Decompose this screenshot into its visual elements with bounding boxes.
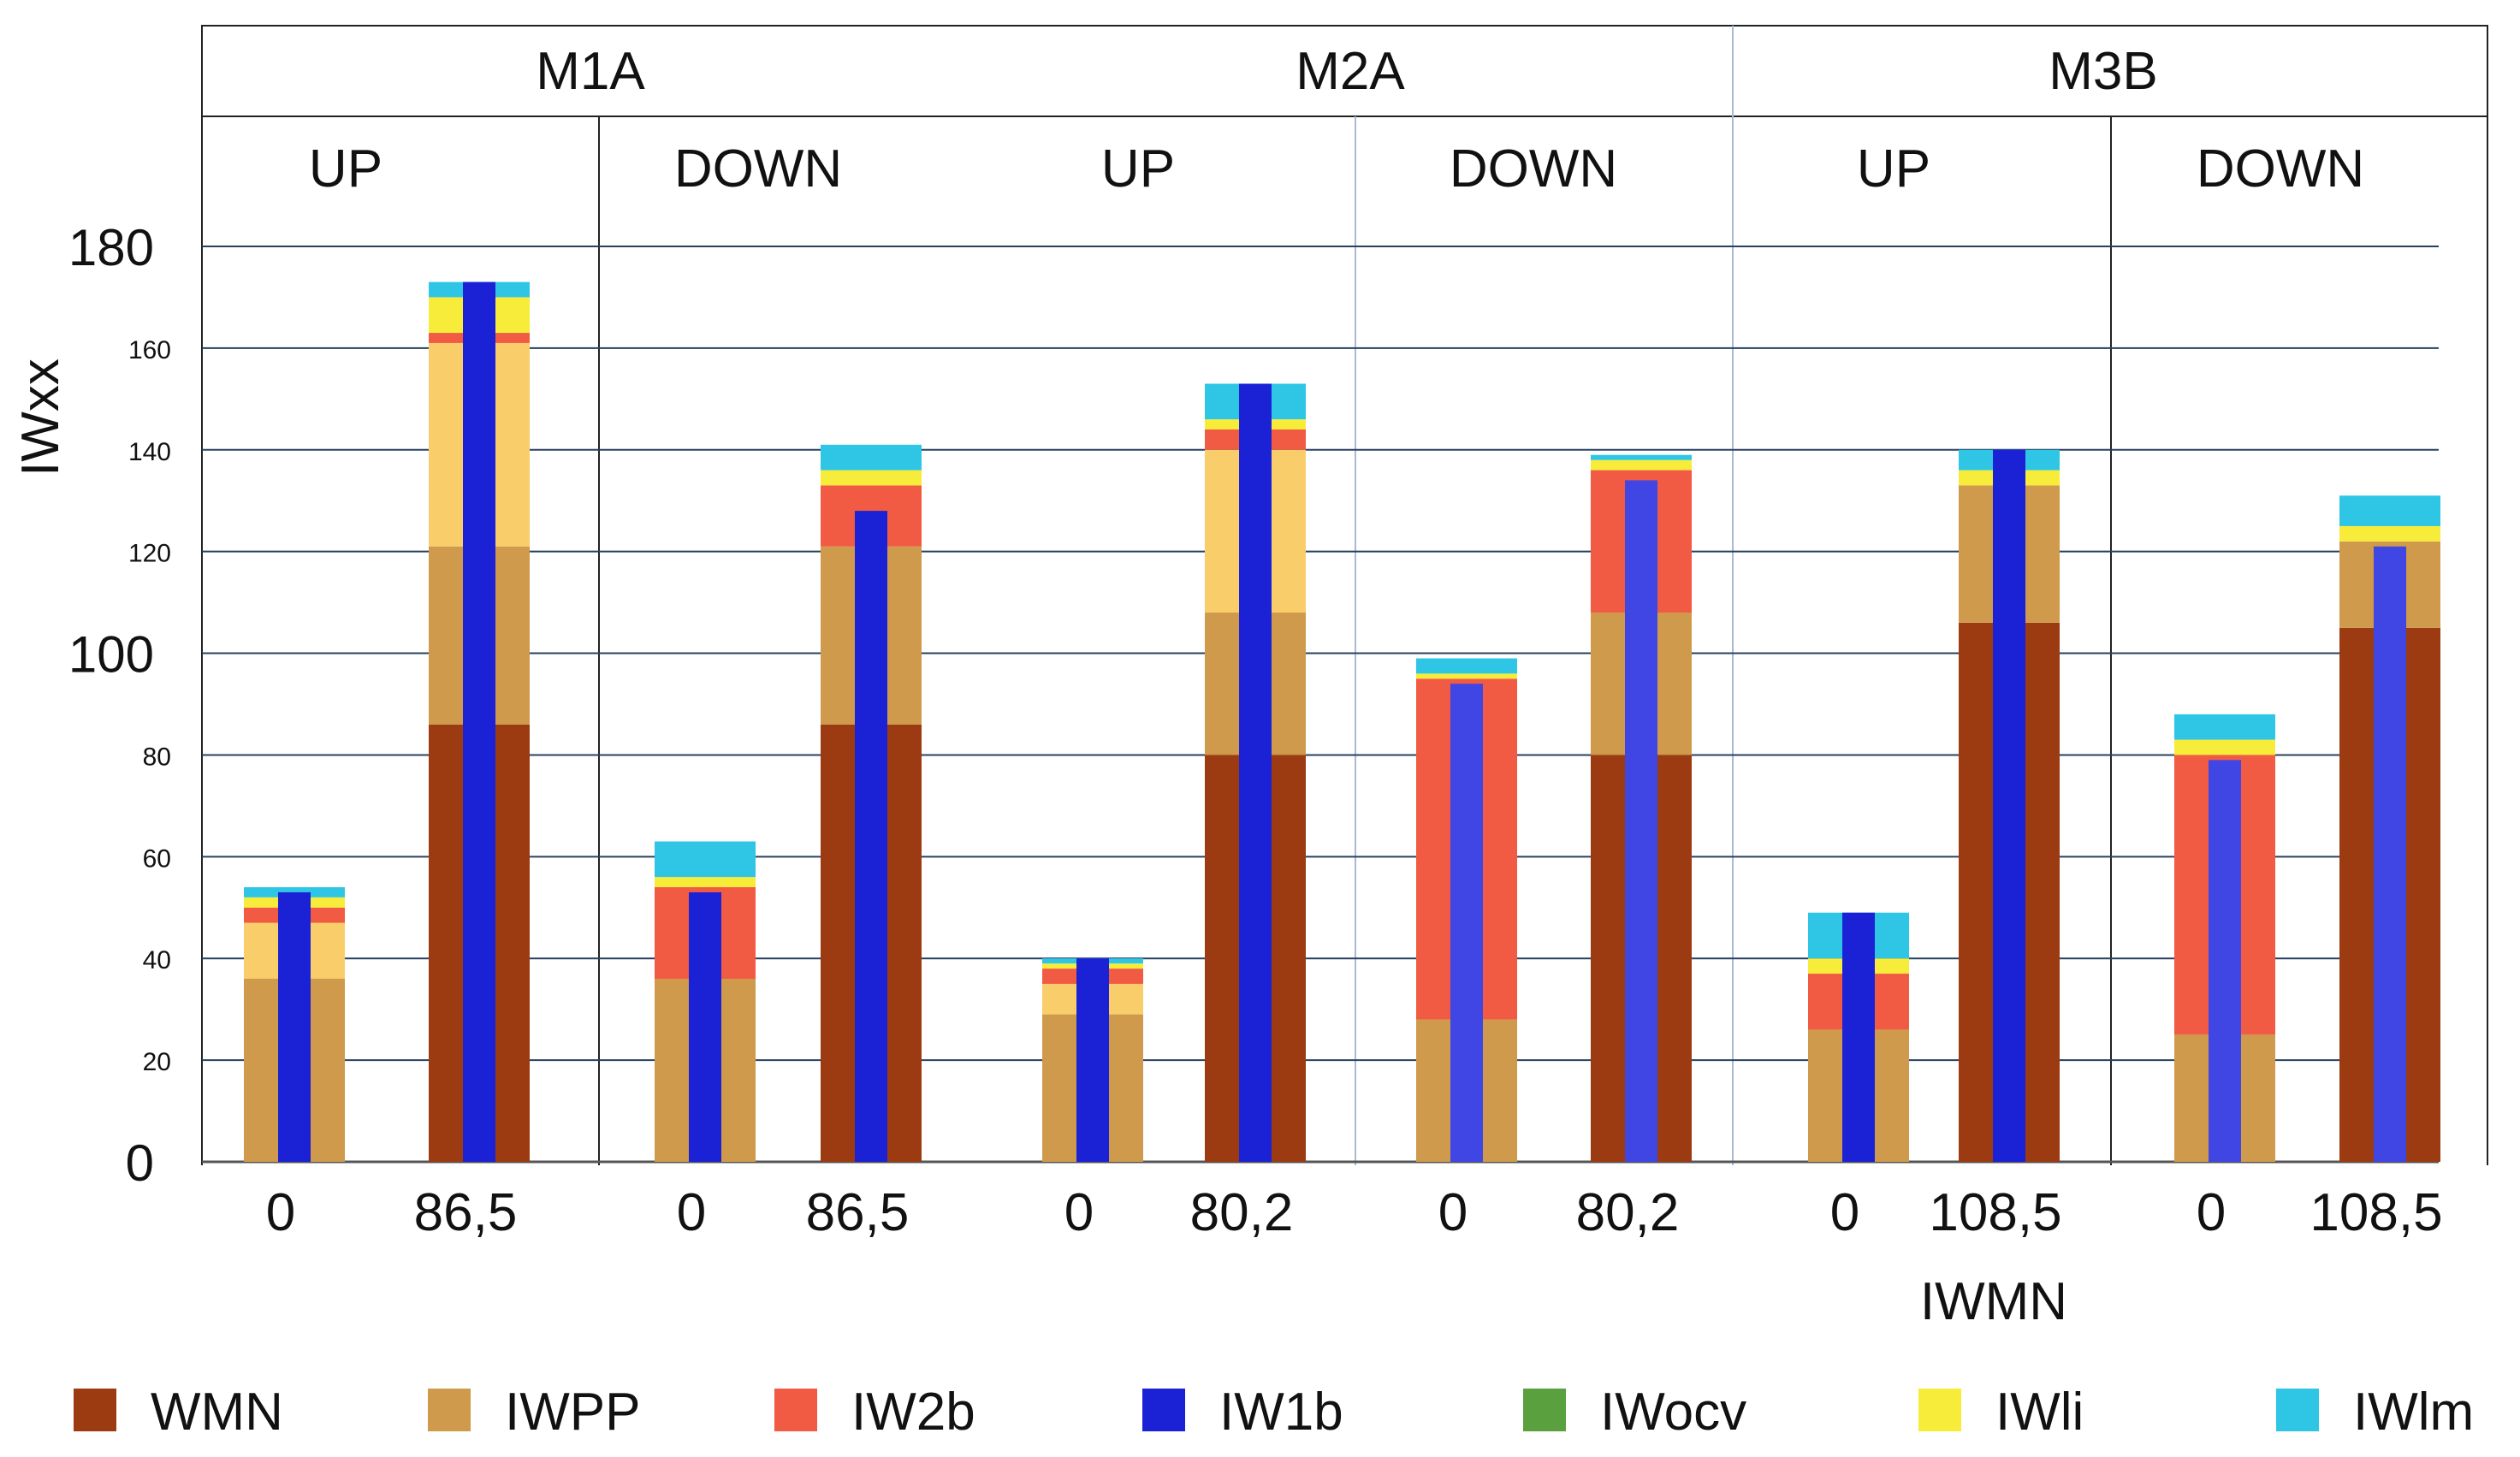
legend-swatch	[1918, 1389, 1961, 1431]
group-label: M2A	[1296, 42, 1405, 101]
bar-segment-iwli	[821, 470, 922, 486]
legend-item: IWli	[1918, 1383, 2084, 1442]
y-tick-label: 120	[128, 540, 171, 568]
legend-item: WMN	[74, 1383, 283, 1442]
x-tick-label: 0	[1438, 1183, 1468, 1242]
bar-segment-iwli	[655, 877, 756, 887]
y-tick-label: 100	[68, 626, 154, 684]
bar-segment-iw1b	[1625, 480, 1657, 1162]
legend-swatch	[428, 1389, 471, 1431]
y-tick-label: 0	[126, 1134, 154, 1192]
legend-swatch	[1142, 1389, 1185, 1431]
subgroup-label: DOWN	[1450, 139, 1617, 198]
bar-segment-iwli	[1416, 673, 1517, 679]
y-tick-label: 20	[143, 1048, 171, 1076]
y-tick-label: 180	[68, 219, 154, 276]
bar-segment-iw1b	[1993, 449, 2025, 1162]
bar-segment-iw1b	[1239, 383, 1272, 1162]
subgroup-label: UP	[1101, 139, 1175, 198]
x-axis-ticks: 0 86,5 0 86,5 0 80,2 0 80,2 0 108,5 0 108,5	[266, 1183, 2443, 1242]
legend-label: WMN	[151, 1383, 283, 1442]
group-label: M1A	[536, 42, 645, 101]
bars	[244, 281, 2440, 1163]
legend-label: IW2b	[851, 1383, 975, 1442]
y-tick-label: 40	[143, 946, 171, 974]
x-tick-label: 86,5	[806, 1183, 910, 1242]
x-tick-label: 108,5	[2310, 1183, 2442, 1242]
subgroup-label: UP	[309, 139, 382, 198]
legend-item: IWocv	[1523, 1383, 1746, 1442]
x-tick-label: 0	[677, 1183, 706, 1242]
group-label: M3B	[2049, 42, 2157, 101]
legend-item: IWlm	[2276, 1383, 2474, 1442]
legend-swatch	[74, 1389, 116, 1431]
legend-swatch	[1523, 1389, 1566, 1431]
legend-label: IWlm	[2353, 1383, 2474, 1442]
y-tick-label: 60	[143, 844, 171, 873]
y-axis-title: IWxx	[11, 358, 70, 477]
bar-segment-iwli	[2174, 739, 2275, 755]
bar-segment-iwlm	[1416, 658, 1517, 674]
bar-stack	[1591, 454, 1692, 1162]
bar-segment-iwlm	[1591, 454, 1692, 460]
bar-segment-iw1b	[1842, 912, 1875, 1162]
y-tick-label: 140	[128, 438, 171, 466]
x-tick-label: 86,5	[414, 1183, 518, 1242]
header-frame	[201, 25, 2488, 1165]
x-tick-label: 80,2	[1190, 1183, 1294, 1242]
bar-segment-iwlm	[2339, 495, 2440, 526]
subgroup-label: DOWN	[2197, 139, 2364, 198]
x-tick-label: 0	[1064, 1183, 1094, 1242]
legend-item: IW2b	[774, 1383, 975, 1442]
bar-stack	[655, 841, 756, 1162]
bar-segment-iw1b	[2209, 760, 2241, 1162]
bar-segment-iw1b	[1450, 684, 1483, 1162]
bar-segment-iw1b	[278, 891, 311, 1162]
legend-item: IW1b	[1142, 1383, 1343, 1442]
bar-segment-iw1b	[2374, 546, 2406, 1162]
legend-item: IWPP	[428, 1383, 640, 1442]
bar-stack	[1959, 449, 2060, 1162]
bar-stack	[244, 887, 345, 1162]
bar-segment-iwlm	[655, 841, 756, 878]
subgroup-label: UP	[1857, 139, 1930, 198]
legend-label: IWli	[1995, 1383, 2084, 1442]
bar-stack	[2174, 714, 2275, 1162]
bar-segment-iw1b	[1076, 958, 1109, 1162]
legend-label: IW1b	[1219, 1383, 1343, 1442]
x-tick-label: 0	[2197, 1183, 2226, 1242]
bar-segment-iwli	[2339, 525, 2440, 542]
x-tick-label: 80,2	[1576, 1183, 1680, 1242]
x-tick-label: 108,5	[1929, 1183, 2061, 1242]
legend-swatch	[2276, 1389, 2319, 1431]
legend: WMN IWPP IW2b IW1b IWocv IWli IWlm	[74, 1383, 2474, 1442]
bar-segment-iwli	[1591, 459, 1692, 471]
bar-stack	[429, 281, 530, 1163]
x-tick-label: 0	[266, 1183, 295, 1242]
bar-stack	[1808, 912, 1909, 1162]
y-tick-label: 80	[143, 743, 171, 771]
bar-segment-iwlm	[821, 444, 922, 471]
bar-stack	[2339, 495, 2440, 1162]
bar-stack	[1042, 958, 1143, 1162]
bar-stack	[1416, 658, 1517, 1162]
bar-stack	[1205, 383, 1306, 1162]
legend-label: IWPP	[505, 1383, 640, 1442]
x-tick-label: 0	[1830, 1183, 1859, 1242]
legend-label: IWocv	[1600, 1383, 1746, 1442]
bar-segment-iwlm	[2174, 714, 2275, 740]
legend-swatch	[774, 1389, 817, 1431]
bar-segment-iw1b	[689, 891, 721, 1162]
bar-segment-iw1b	[463, 281, 495, 1163]
x-axis-title: IWMN	[1920, 1272, 2067, 1331]
grid-lines	[202, 246, 2439, 1164]
y-axis-ticks: 0 20 40 60 80 100 120 140 160 180	[68, 219, 171, 1192]
subgroup-label: DOWN	[674, 139, 842, 198]
y-tick-label: 160	[128, 336, 171, 364]
bar-segment-iw1b	[855, 511, 887, 1162]
bar-stack	[821, 444, 922, 1162]
